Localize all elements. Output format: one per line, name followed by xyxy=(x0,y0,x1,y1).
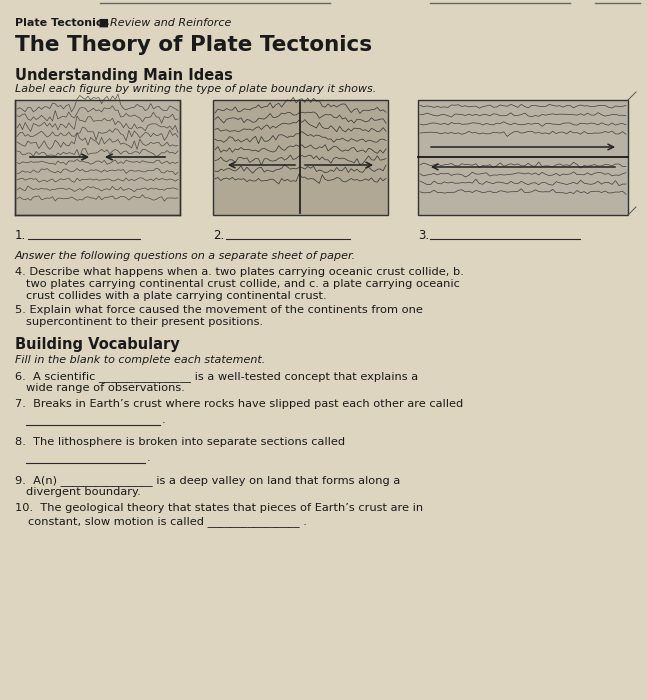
Text: Building Vocabulary: Building Vocabulary xyxy=(15,337,180,352)
Text: 4. Describe what happens when a. two plates carrying oceanic crust collide, b.: 4. Describe what happens when a. two pla… xyxy=(15,267,464,277)
Text: 2.: 2. xyxy=(213,229,225,242)
Text: Fill in the blank to complete each statement.: Fill in the blank to complete each state… xyxy=(15,355,265,365)
Text: 7.  Breaks in Earth’s crust where rocks have slipped past each other are called: 7. Breaks in Earth’s crust where rocks h… xyxy=(15,399,463,409)
Text: divergent boundary.: divergent boundary. xyxy=(26,487,141,497)
Text: Plate Tectonics: Plate Tectonics xyxy=(15,18,109,28)
Text: The Theory of Plate Tectonics: The Theory of Plate Tectonics xyxy=(15,35,372,55)
Text: 3.: 3. xyxy=(418,229,429,242)
Text: Label each figure by writing the type of plate boundary it shows.: Label each figure by writing the type of… xyxy=(15,84,377,94)
Bar xyxy=(213,100,388,215)
Text: constant, slow motion is called ________________ .: constant, slow motion is called ________… xyxy=(28,516,307,527)
Text: Review and Reinforce: Review and Reinforce xyxy=(110,18,232,28)
Text: wide range of observations.: wide range of observations. xyxy=(26,383,185,393)
Text: 1.: 1. xyxy=(15,229,27,242)
Text: Answer the following questions on a separate sheet of paper.: Answer the following questions on a sepa… xyxy=(15,251,356,261)
Text: .: . xyxy=(147,453,151,463)
Bar xyxy=(418,100,628,215)
Text: supercontinent to their present positions.: supercontinent to their present position… xyxy=(26,317,263,327)
Text: two plates carrying continental crust collide, and c. a plate carrying oceanic: two plates carrying continental crust co… xyxy=(26,279,460,289)
Text: Understanding Main Ideas: Understanding Main Ideas xyxy=(15,68,233,83)
Bar xyxy=(15,100,180,215)
Text: 8.  The lithosphere is broken into separate sections called: 8. The lithosphere is broken into separa… xyxy=(15,437,345,447)
Text: 5. Explain what force caused the movement of the continents from one: 5. Explain what force caused the movemen… xyxy=(15,305,423,315)
Text: .: . xyxy=(162,415,166,425)
Text: 9.  A(n) ________________ is a deep valley on land that forms along a: 9. A(n) ________________ is a deep valle… xyxy=(15,475,400,486)
Text: 10.  The geological theory that states that pieces of Earth’s crust are in: 10. The geological theory that states th… xyxy=(15,503,423,513)
Text: ■: ■ xyxy=(95,18,116,28)
Text: crust collides with a plate carrying continental crust.: crust collides with a plate carrying con… xyxy=(26,291,327,301)
Text: 6.  A scientific ________________ is a well-tested concept that explains a: 6. A scientific ________________ is a we… xyxy=(15,371,418,382)
